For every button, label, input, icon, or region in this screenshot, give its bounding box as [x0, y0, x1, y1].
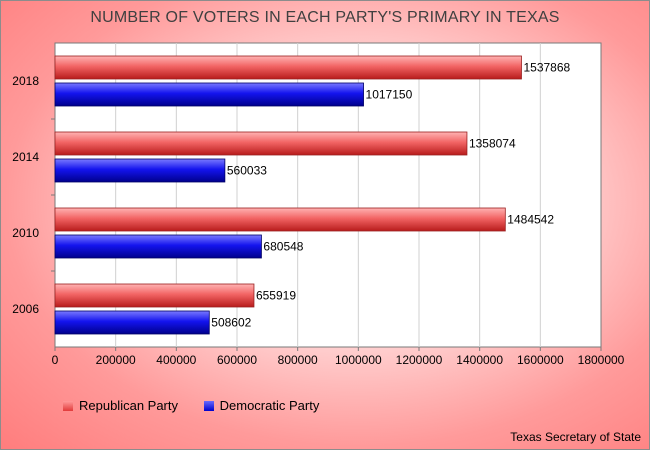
- y-tick-label: 2010: [12, 226, 39, 240]
- data-label: 508602: [211, 316, 251, 330]
- data-label: 1484542: [507, 213, 554, 227]
- bar-democratic: [54, 82, 364, 107]
- x-tick-label: 1600000: [517, 353, 564, 367]
- legend-item-republican: Republican Party: [63, 398, 178, 413]
- bar-republican: [54, 283, 255, 308]
- x-tick-label: 1800000: [578, 353, 625, 367]
- x-tick-label: 800000: [278, 353, 318, 367]
- bar-republican: [54, 131, 468, 156]
- legend-swatch-democratic: [203, 400, 214, 411]
- legend: Republican Party Democratic Party: [63, 398, 341, 414]
- data-label: 1537868: [523, 61, 570, 75]
- x-tick-label: 200000: [96, 353, 136, 367]
- y-tick-label: 2014: [12, 150, 39, 164]
- legend-label-democratic: Democratic Party: [219, 398, 320, 413]
- data-label: 1017150: [366, 88, 413, 102]
- x-tick-label: 1400000: [456, 353, 503, 367]
- data-label: 655919: [256, 289, 296, 303]
- x-tick-label: 1200000: [396, 353, 443, 367]
- legend-swatch-republican: [63, 400, 73, 411]
- data-label: 680548: [263, 240, 303, 254]
- data-label: 560033: [227, 164, 267, 178]
- source-note: Texas Secretary of State: [510, 430, 641, 444]
- x-tick-label: 400000: [156, 353, 196, 367]
- chart-title: NUMBER OF VOTERS IN EACH PARTY'S PRIMARY…: [90, 9, 560, 26]
- legend-label-republican: Republican Party: [79, 398, 178, 413]
- data-label: 1358074: [469, 137, 516, 151]
- bar-republican: [54, 207, 506, 232]
- legend-item-democratic: Democratic Party: [203, 398, 320, 413]
- bar-democratic: [54, 234, 262, 259]
- y-tick-label: 2006: [12, 302, 39, 316]
- y-tick-label: 2018: [12, 74, 39, 88]
- x-tick-label: 1000000: [335, 353, 382, 367]
- x-tick-label: 600000: [217, 353, 257, 367]
- bar-democratic: [54, 158, 226, 183]
- bar-democratic: [54, 310, 210, 335]
- bar-republican: [54, 55, 522, 80]
- x-tick-label: 0: [52, 353, 59, 367]
